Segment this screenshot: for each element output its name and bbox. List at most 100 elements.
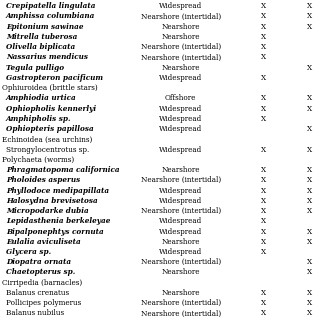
Text: X: X [261, 105, 267, 113]
Text: X: X [307, 64, 312, 72]
Text: Widespread: Widespread [159, 125, 203, 133]
Text: Diopatra ornata: Diopatra ornata [6, 258, 71, 266]
Text: X: X [307, 94, 312, 102]
Text: X: X [261, 289, 267, 297]
Text: Nearshore: Nearshore [162, 289, 200, 297]
Text: Glycera sp.: Glycera sp. [6, 248, 51, 256]
Text: Bipalponephtys cornuta: Bipalponephtys cornuta [6, 228, 103, 236]
Text: Widespread: Widespread [159, 74, 203, 82]
Text: Pollicipes polymerus: Pollicipes polymerus [6, 299, 81, 307]
Text: X: X [307, 166, 312, 174]
Text: Ophiuroidea (brittle stars): Ophiuroidea (brittle stars) [2, 84, 97, 92]
Text: Phragmatopoma californica: Phragmatopoma californica [6, 166, 119, 174]
Text: X: X [307, 197, 312, 205]
Text: Offshore: Offshore [165, 94, 196, 102]
Text: X: X [307, 309, 312, 317]
Text: Nearshore: Nearshore [162, 268, 200, 276]
Text: X: X [261, 146, 267, 154]
Text: Widespread: Widespread [159, 248, 203, 256]
Text: Eulalia aviculiseta: Eulalia aviculiseta [6, 238, 81, 246]
Text: X: X [261, 53, 267, 61]
Text: X: X [261, 43, 267, 51]
Text: Echinoidea (sea urchins): Echinoidea (sea urchins) [2, 135, 92, 143]
Text: Widespread: Widespread [159, 197, 203, 205]
Text: X: X [261, 166, 267, 174]
Text: Pholoides asperus: Pholoides asperus [6, 176, 80, 184]
Text: X: X [261, 238, 267, 246]
Text: Polychaeta (worms): Polychaeta (worms) [2, 156, 74, 164]
Text: Nearshore (intertidal): Nearshore (intertidal) [141, 43, 221, 51]
Text: Strongylocentrotus sp.: Strongylocentrotus sp. [6, 146, 89, 154]
Text: X: X [261, 2, 267, 10]
Text: Balanus crenatus: Balanus crenatus [6, 289, 69, 297]
Text: X: X [307, 12, 312, 20]
Text: X: X [307, 146, 312, 154]
Text: Mitrella tuberosa: Mitrella tuberosa [6, 33, 77, 41]
Text: X: X [307, 238, 312, 246]
Text: Widespread: Widespread [159, 115, 203, 123]
Text: Widespread: Widespread [159, 187, 203, 195]
Text: Widespread: Widespread [159, 217, 203, 225]
Text: X: X [307, 2, 312, 10]
Text: X: X [307, 228, 312, 236]
Text: Widespread: Widespread [159, 146, 203, 154]
Text: Nearshore (intertidal): Nearshore (intertidal) [141, 258, 221, 266]
Text: Gastropteron pacificum: Gastropteron pacificum [6, 74, 103, 82]
Text: Nearshore (intertidal): Nearshore (intertidal) [141, 309, 221, 317]
Text: X: X [261, 248, 267, 256]
Text: Widespread: Widespread [159, 2, 203, 10]
Text: Nearshore: Nearshore [162, 33, 200, 41]
Text: Tegula pulligo: Tegula pulligo [6, 64, 64, 72]
Text: Halosydna brevisetosa: Halosydna brevisetosa [6, 197, 98, 205]
Text: X: X [261, 23, 267, 31]
Text: X: X [307, 176, 312, 184]
Text: Nassarius mendicus: Nassarius mendicus [6, 53, 88, 61]
Text: X: X [261, 176, 267, 184]
Text: Widespread: Widespread [159, 228, 203, 236]
Text: X: X [307, 187, 312, 195]
Text: X: X [307, 125, 312, 133]
Text: X: X [307, 23, 312, 31]
Text: X: X [261, 33, 267, 41]
Text: X: X [307, 105, 312, 113]
Text: Lepidasthenia berkeleyae: Lepidasthenia berkeleyae [6, 217, 110, 225]
Text: Nearshore (intertidal): Nearshore (intertidal) [141, 299, 221, 307]
Text: Amphissa columbiana: Amphissa columbiana [6, 12, 95, 20]
Text: Balanus nubilus: Balanus nubilus [6, 309, 64, 317]
Text: X: X [261, 228, 267, 236]
Text: Widespread: Widespread [159, 105, 203, 113]
Text: Nearshore (intertidal): Nearshore (intertidal) [141, 12, 221, 20]
Text: Ophiopteris papillosa: Ophiopteris papillosa [6, 125, 93, 133]
Text: Amphiodia urtica: Amphiodia urtica [6, 94, 76, 102]
Text: X: X [261, 187, 267, 195]
Text: Chaetopterus sp.: Chaetopterus sp. [6, 268, 75, 276]
Text: X: X [261, 299, 267, 307]
Text: Phyllodoce medipapillata: Phyllodoce medipapillata [6, 187, 109, 195]
Text: X: X [261, 12, 267, 20]
Text: X: X [307, 289, 312, 297]
Text: Ophiopholis kennerlyi: Ophiopholis kennerlyi [6, 105, 96, 113]
Text: Nearshore: Nearshore [162, 166, 200, 174]
Text: X: X [261, 74, 267, 82]
Text: Epitonium sawinae: Epitonium sawinae [6, 23, 83, 31]
Text: X: X [307, 258, 312, 266]
Text: Nearshore (intertidal): Nearshore (intertidal) [141, 176, 221, 184]
Text: X: X [307, 207, 312, 215]
Text: Olivella biplicata: Olivella biplicata [6, 43, 75, 51]
Text: Amphipholis sp.: Amphipholis sp. [6, 115, 71, 123]
Text: X: X [307, 268, 312, 276]
Text: Nearshore (intertidal): Nearshore (intertidal) [141, 53, 221, 61]
Text: Crepipatella lingulata: Crepipatella lingulata [6, 2, 95, 10]
Text: X: X [307, 299, 312, 307]
Text: X: X [261, 217, 267, 225]
Text: X: X [261, 207, 267, 215]
Text: Nearshore (intertidal): Nearshore (intertidal) [141, 207, 221, 215]
Text: X: X [261, 309, 267, 317]
Text: Nearshore: Nearshore [162, 23, 200, 31]
Text: Nearshore: Nearshore [162, 238, 200, 246]
Text: Nearshore: Nearshore [162, 64, 200, 72]
Text: Micropodarke dubia: Micropodarke dubia [6, 207, 89, 215]
Text: Cirripedia (barnacles): Cirripedia (barnacles) [2, 279, 82, 287]
Text: X: X [261, 94, 267, 102]
Text: X: X [261, 197, 267, 205]
